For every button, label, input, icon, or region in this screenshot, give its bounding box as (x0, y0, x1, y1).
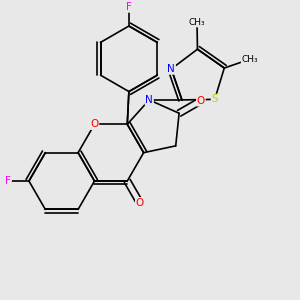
Text: O: O (90, 119, 99, 129)
Text: O: O (197, 96, 205, 106)
Text: F: F (126, 2, 132, 12)
Text: S: S (212, 94, 218, 104)
Text: N: N (167, 64, 175, 74)
Text: O: O (90, 119, 99, 129)
Text: CH₃: CH₃ (241, 55, 258, 64)
Text: N: N (145, 95, 153, 105)
Text: CH₃: CH₃ (189, 18, 205, 27)
Text: F: F (5, 176, 11, 186)
Text: O: O (136, 198, 144, 208)
Text: S: S (212, 94, 218, 104)
Text: N: N (167, 64, 175, 74)
Text: O: O (136, 198, 144, 208)
Text: F: F (5, 176, 11, 186)
Text: F: F (126, 2, 132, 12)
Text: O: O (197, 96, 205, 106)
Text: N: N (145, 95, 153, 105)
